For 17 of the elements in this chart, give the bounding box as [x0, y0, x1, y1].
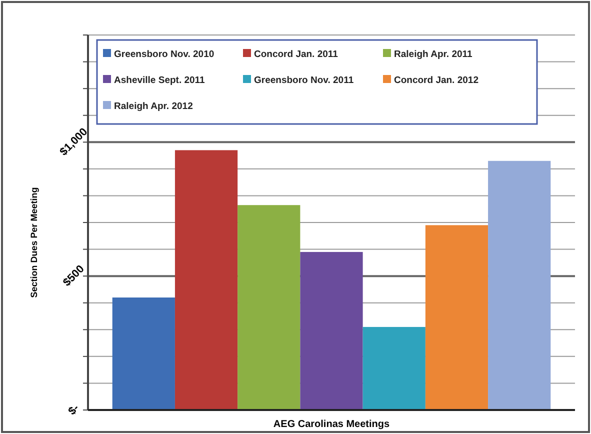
bar — [238, 205, 300, 410]
legend-label: Asheville Sept. 2011 — [114, 75, 206, 86]
bar — [362, 326, 426, 410]
y-axis-title: Section Dues Per Meeting — [29, 187, 39, 298]
legend-label: Concord Jan. 2012 — [394, 75, 478, 86]
legend-label: Greensboro Nov. 2011 — [254, 75, 354, 86]
bar — [300, 252, 363, 410]
bar — [425, 225, 488, 410]
legend-label: Greensboro Nov. 2010 — [114, 49, 214, 60]
legend-label: Concord Jan. 2011 — [254, 49, 339, 60]
x-axis-title: AEG Carolinas Meetings — [273, 419, 390, 430]
legend-label: Raleigh Apr. 2011 — [394, 49, 474, 60]
bar — [112, 298, 175, 410]
bar — [488, 160, 551, 410]
legend-label: Raleigh Apr. 2012 — [114, 101, 193, 112]
bar — [174, 150, 238, 410]
y-tick-label: $- — [66, 402, 82, 418]
